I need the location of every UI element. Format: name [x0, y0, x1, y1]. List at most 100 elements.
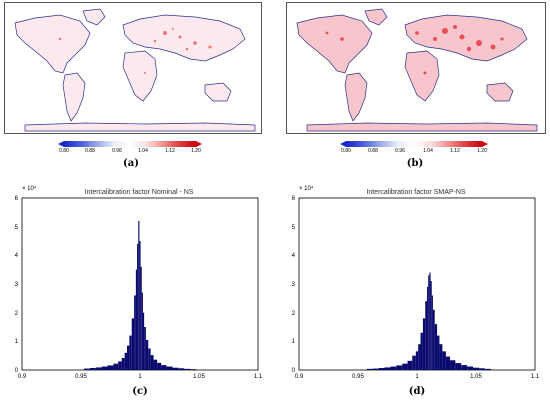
- colorbar-b: [346, 141, 482, 147]
- colorbar-b-tick: 1.04: [423, 148, 433, 154]
- y-tick-label: 0: [15, 368, 19, 374]
- histogram-bar: [166, 366, 173, 370]
- histogram-bar: [127, 345, 130, 370]
- histogram-bar: [95, 367, 102, 370]
- histogram-bar: [428, 275, 430, 370]
- y-tick-label: 6: [292, 196, 296, 202]
- histogram-bar: [450, 360, 456, 370]
- histogram-bar: [138, 220, 140, 370]
- histogram-bar: [148, 348, 151, 370]
- histogram-bar: [372, 368, 379, 370]
- histogram-bar: [145, 339, 149, 370]
- y-tick-label: 5: [15, 225, 19, 231]
- histogram-bar: [129, 335, 132, 370]
- histogram-bar: [140, 266, 142, 370]
- y-tick-label: 5: [292, 225, 296, 231]
- histogram-bar: [439, 344, 443, 370]
- y-tick-label: 2: [15, 311, 19, 317]
- histogram-bar: [478, 368, 485, 370]
- histogram-bar: [134, 295, 136, 370]
- histogram-bar: [384, 367, 391, 370]
- colorbar-arrow-left-a: [58, 141, 64, 147]
- histogram-bar: [178, 368, 185, 370]
- histogram-bar: [420, 332, 423, 370]
- x-tick-label: 1.1: [254, 374, 263, 380]
- histogram-bar: [407, 360, 413, 370]
- world-map-b: [286, 2, 546, 134]
- y-tick-label: 0: [292, 368, 296, 374]
- panel-label-b: (b): [406, 158, 424, 169]
- histogram-bar: [157, 362, 162, 370]
- histogram-bar: [366, 368, 373, 370]
- colorbar-b-tick: 1.12: [450, 148, 460, 154]
- histogram-bar: [142, 312, 145, 370]
- histogram-bar: [101, 366, 108, 370]
- histogram-bar: [390, 366, 397, 370]
- histogram-bar: [378, 367, 385, 370]
- histogram-bar: [121, 357, 125, 370]
- histogram-bar: [131, 318, 135, 370]
- y-multiplier-label: × 10⁴: [299, 185, 314, 192]
- histogram-bar: [161, 365, 167, 370]
- histogram-bar: [402, 363, 408, 370]
- histogram-bar: [144, 327, 146, 370]
- x-tick-label: 0.95: [352, 374, 364, 380]
- y-tick-label: 2: [292, 311, 296, 317]
- histogram-bar: [124, 352, 128, 370]
- histogram-bar: [425, 301, 428, 370]
- y-tick-label: 3: [15, 282, 19, 288]
- y-tick-label: 1: [15, 339, 19, 345]
- x-tick-label: 0.95: [75, 374, 87, 380]
- chart-title: Intercalibration factor Nominal - NS: [85, 189, 194, 196]
- x-tick-label: 0.9: [295, 374, 304, 380]
- histogram-bar: [83, 368, 90, 370]
- x-tick-label: 1: [138, 374, 142, 380]
- histogram-d: Intercalibration factor SMAP-NS × 10⁴ 0 …: [292, 185, 540, 397]
- histogram-bar: [422, 318, 426, 370]
- colorbar-arrow-left-b: [340, 141, 346, 147]
- histogram-bar: [118, 361, 122, 370]
- y-tick-label: 4: [292, 253, 296, 259]
- colorbar-arrow-right-b: [482, 141, 488, 147]
- histogram-bar: [445, 356, 451, 370]
- histogram-bar: [190, 369, 197, 370]
- histogram-bar: [137, 243, 139, 370]
- histogram-bar: [473, 367, 479, 370]
- histogram-bar: [139, 241, 141, 370]
- colorbar-a-tick: 1.20: [191, 148, 201, 154]
- colorbar-b-tick: 0.80: [341, 148, 351, 154]
- colorbar-arrow-right-a: [196, 141, 202, 147]
- histogram-bar: [429, 272, 431, 370]
- world-map-a-graphic: [14, 8, 256, 132]
- colorbar-b-tick: 1.20: [477, 148, 487, 154]
- histogram-bar: [467, 366, 474, 370]
- y-tick-label: 1: [292, 339, 296, 345]
- chart-title: Intercalibration factor SMAP-NS: [366, 189, 466, 196]
- histogram-bar: [432, 309, 435, 370]
- histogram-bar: [153, 359, 158, 370]
- histogram-bar: [427, 286, 429, 370]
- x-tick-label: 1.05: [193, 374, 205, 380]
- colorbar-a-tick: 1.12: [165, 148, 175, 154]
- x-tick-label: 1.05: [470, 374, 482, 380]
- histogram-bar: [135, 269, 138, 370]
- world-map-a: [4, 2, 262, 134]
- x-tick-label: 0.9: [18, 374, 27, 380]
- histogram-bar: [150, 355, 154, 370]
- histogram-bar: [141, 292, 143, 370]
- histogram-bar: [89, 367, 96, 370]
- histogram-c: Intercalibration factor Nominal - NS × 1…: [15, 185, 263, 397]
- histogram-bar: [461, 365, 468, 370]
- colorbar-a-tick: 0.80: [59, 148, 69, 154]
- histogram-bar: [184, 368, 191, 370]
- colorbar-b-tick: 0.88: [368, 148, 378, 154]
- y-tick-label: 4: [15, 253, 19, 259]
- histogram-bar: [415, 351, 419, 370]
- histogram-bar: [437, 335, 440, 370]
- map-panel-b: 0.80 0.88 0.96 1.04 1.12 1.20 (b): [280, 0, 550, 175]
- colorbar-a: [64, 141, 196, 147]
- histogram-bar: [418, 344, 421, 370]
- histogram-bar: [412, 355, 416, 370]
- x-tick-label: 1.1: [531, 374, 540, 380]
- y-tick-label: 6: [15, 196, 19, 202]
